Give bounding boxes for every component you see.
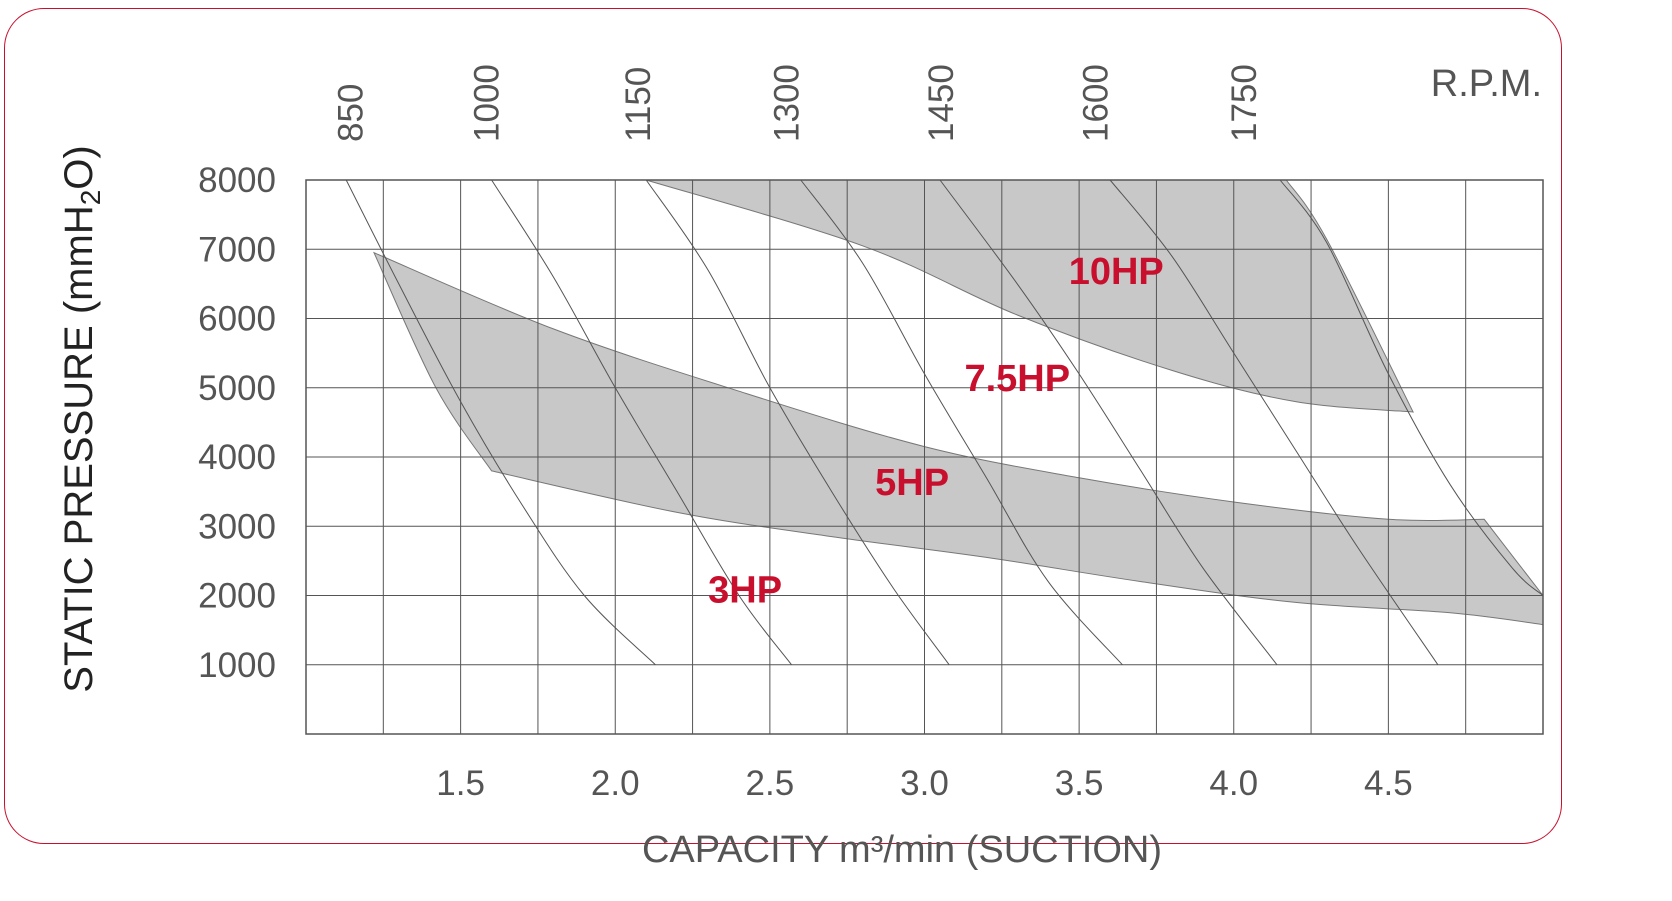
rpm-axis-title: R.P.M.: [1431, 63, 1542, 105]
rpm-tick-labels: 850 1000 1150 1300 1450 1600 1750: [331, 64, 1264, 142]
y-tick-labels: 1000 2000 3000 4000 5000 6000 7000 8000: [198, 161, 276, 685]
rpm-tick-label: 1600: [1077, 64, 1116, 142]
grid-lines: [306, 179, 1543, 734]
rpm-tick-label: 1750: [1225, 64, 1264, 142]
rpm-tick-label: 1300: [767, 64, 806, 142]
x-axis-title: CAPACITY m³/min (SUCTION): [642, 829, 1162, 871]
power-bands: [373, 179, 1544, 626]
rpm-tick-label: 850: [331, 84, 370, 142]
y-tick-label: 8000: [198, 161, 276, 200]
chart-frame: [4, 8, 1562, 844]
y-axis-title-end: O): [57, 145, 101, 189]
x-tick-label: 2.5: [746, 764, 795, 803]
y-tick-label: 3000: [198, 507, 276, 546]
hp-annotations: 3HP 5HP 7.5HP 10HP: [708, 251, 1164, 612]
rpm-curve-1000: [491, 179, 792, 666]
x-tick-label: 2.0: [591, 764, 640, 803]
band-5hp: [373, 251, 1544, 626]
x-tick-label: 3.5: [1055, 764, 1104, 803]
x-tick-label: 4.5: [1364, 764, 1413, 803]
rpm-curve-1150: [645, 179, 950, 666]
rpm-curve-1450: [939, 179, 1278, 666]
hp-label: 3HP: [708, 569, 782, 611]
y-tick-label: 2000: [198, 577, 276, 616]
rpm-curve-850: [345, 179, 656, 666]
rpm-curves: [345, 179, 1544, 666]
x-tick-label: 3.0: [900, 764, 949, 803]
rpm-curve-1600: [1109, 179, 1439, 666]
y-tick-label: 4000: [198, 438, 276, 477]
y-axis-title: STATIC PRESSURE (mmH2O): [57, 145, 106, 692]
rpm-curve-1750: [1279, 179, 1544, 596]
y-tick-label: 1000: [198, 646, 276, 685]
y-tick-label: 5000: [198, 369, 276, 408]
hp-label: 5HP: [875, 462, 949, 504]
y-axis-title-sub: 2: [75, 190, 106, 206]
rpm-tick-label: 1000: [467, 64, 506, 142]
y-tick-label: 7000: [198, 230, 276, 269]
hp-label: 10HP: [1069, 251, 1164, 293]
rpm-tick-label: 1150: [619, 67, 658, 142]
x-tick-labels: 1.5 2.0 2.5 3.0 3.5 4.0 4.5: [436, 764, 1412, 803]
y-tick-label: 6000: [198, 300, 276, 339]
rpm-curve-1300: [800, 179, 1123, 666]
y-axis-title-main: STATIC PRESSURE (mmH: [57, 205, 101, 692]
hp-label: 7.5HP: [964, 358, 1070, 400]
plot-border: [305, 179, 1544, 735]
x-tick-label: 4.0: [1209, 764, 1258, 803]
rpm-tick-label: 1450: [922, 64, 961, 142]
x-tick-label: 1.5: [436, 764, 485, 803]
